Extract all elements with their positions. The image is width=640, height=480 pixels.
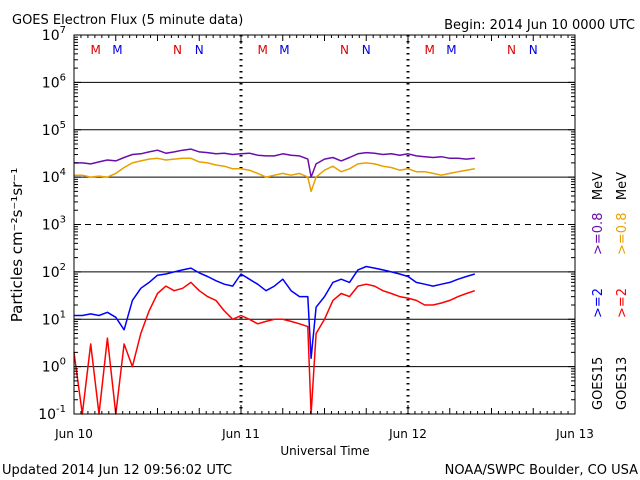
footer-updated: Updated 2014 Jun 12 09:56:02 UTC <box>2 463 232 478</box>
y-tick-label: 100 <box>42 357 66 376</box>
y-tick-label: 107 <box>42 25 66 44</box>
legend-goes15-low: >=2 <box>591 288 606 318</box>
grid <box>74 35 575 414</box>
y-tick-label: 104 <box>42 167 66 186</box>
marker-label: N <box>173 43 182 57</box>
x-tick-label: Jun 12 <box>388 427 427 441</box>
marker-label: N <box>362 43 371 57</box>
marker-label: M <box>425 43 435 57</box>
y-tick-label: 101 <box>42 309 66 328</box>
y-tick-label: 105 <box>42 120 66 139</box>
x-tick-label: Jun 13 <box>555 427 594 441</box>
marker-label: M <box>446 43 456 57</box>
marker-label: N <box>507 43 516 57</box>
legend-goes15-high: >=0.8 <box>591 213 606 255</box>
y-tick-label: 10-1 <box>38 404 66 423</box>
marker-label: M <box>112 43 122 57</box>
y-tick-label: 103 <box>42 215 66 234</box>
series-line-1 <box>74 157 475 193</box>
legend-goes13-high: >=0.8 <box>615 213 630 255</box>
y-axis: 10-1 100 101 102 103 104 105 106 107 <box>38 25 575 423</box>
series-line-0 <box>74 148 475 178</box>
marker-label: N <box>195 43 204 57</box>
legend-goes13-name: GOES13 <box>615 357 630 410</box>
legend-goes13-low: >=2 <box>615 288 630 318</box>
chart-title: GOES Electron Flux (5 minute data) <box>12 13 243 28</box>
legend-units-high-2: MeV <box>615 172 630 200</box>
series-line-3 <box>73 281 476 415</box>
plot-frame <box>73 34 576 415</box>
series-line-2 <box>74 265 476 360</box>
x-axis: Jun 10 Jun 11 Jun 12 Jun 13 <box>54 35 594 441</box>
x-axis-label: Universal Time <box>280 444 369 458</box>
y-tick-label: 106 <box>42 72 66 91</box>
begin-label: Begin: 2014 Jun 10 0000 UTC <box>444 18 635 33</box>
footer-credit: NOAA/SWPC Boulder, CO USA <box>445 463 638 478</box>
series-layer <box>73 148 476 415</box>
legend: MeV >=0.8 >=0.8 MeV >=2 >=2 GOES15 GOES1… <box>591 172 630 410</box>
marker-label: M <box>91 43 101 57</box>
x-tick-label: Jun 10 <box>54 427 93 441</box>
marker-label: N <box>529 43 538 57</box>
y-tick-label: 102 <box>42 262 66 281</box>
legend-goes15-name: GOES15 <box>591 357 606 410</box>
marker-label: M <box>279 43 289 57</box>
marker-label: M <box>258 43 268 57</box>
x-tick-label: Jun 11 <box>221 427 260 441</box>
marker-label: N <box>340 43 349 57</box>
legend-units-high: MeV <box>591 172 606 200</box>
y-axis-label: Particles cm⁻²s⁻¹sr⁻¹ <box>8 168 26 322</box>
